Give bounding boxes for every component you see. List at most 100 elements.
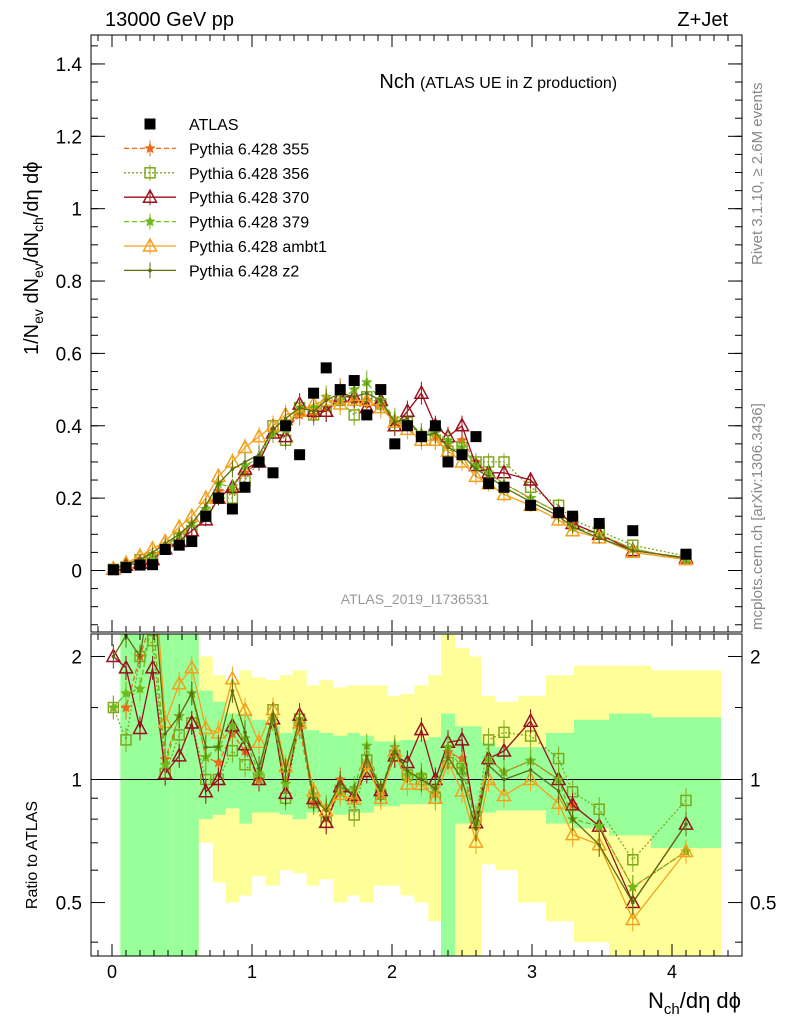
ratio-point [631,900,635,905]
ratio-point [120,701,132,713]
legend-item: Pythia 6.428 379 [124,213,309,232]
main-panel: 0 0.2 0.4 0.6 0.8 1 1.2 1.4 Nch (ATLAS UE in Z … [56,34,743,633]
ratio-point [132,719,148,735]
ratio-point [171,675,187,690]
ratio-point [120,734,132,746]
ratio-point [226,719,239,731]
ratio-point [163,732,167,736]
ratio-point [399,775,416,790]
ratio-y-tick-label: 2 [71,647,82,668]
ratio-point [433,786,438,791]
ratio-point [107,610,120,622]
ratio-point [373,789,389,804]
ratio-point [120,610,133,622]
ratio-point [297,717,302,721]
data-point [454,453,470,468]
ratio-point [157,764,173,780]
legend-marker [148,268,152,273]
data-point [401,420,413,432]
main-ylabel: 1/Nev dNev/dNch/dη dϕ [21,162,46,355]
ratio-point [257,766,261,770]
data-point [393,420,397,424]
ratio-point [593,820,605,831]
data-point [239,481,251,493]
ratio-point [243,730,247,735]
ratio-point [332,785,348,801]
legend-label: Pythia 6.428 356 [189,166,309,183]
ratio-point [147,611,158,622]
x-axis-label: Nch/dη dϕ [648,988,741,1018]
ratio-point [279,778,292,789]
ratio-green-band [609,713,651,836]
ratio-point [120,687,132,699]
ratio-point [318,813,334,829]
data-point [593,517,605,529]
ratio-y-tick-label-right: 1 [750,771,761,792]
ratio-point [468,833,484,848]
beam-label: 13000 GeV pp [105,9,234,31]
data-point [454,417,470,432]
data-point [251,428,267,443]
chart-title: Nch [379,71,415,93]
series-atlas [107,362,692,576]
data-point [212,492,224,504]
data-point [280,420,292,432]
ratio-point [678,842,694,858]
y-tick-label: 0 [71,561,82,582]
ratio-point [528,768,533,772]
ratio-point [324,808,329,813]
legend-marker [144,142,156,154]
ratio-point [474,827,478,831]
data-point [184,522,200,537]
legend-label: Pythia 6.428 379 [189,215,309,232]
ratio-point [190,691,194,696]
ratio-point [184,659,200,674]
ratio-point [134,682,146,694]
ratio-point [365,754,369,759]
data-point [324,398,329,403]
ratio-point [597,842,601,847]
ratio-point [427,789,444,804]
ratio-point [550,794,567,809]
legend-marker [144,215,156,227]
ratio-point [171,747,187,762]
data-point [474,467,478,471]
ratio-green-band [518,747,546,811]
data-point [107,564,119,576]
data-point [486,474,491,479]
data-point [415,431,427,443]
data-point [442,456,454,468]
data-point [257,452,261,457]
ratio-point [502,777,506,782]
ratio-point [556,789,561,793]
x-tick-label: 2 [387,962,397,982]
data-point [294,449,306,461]
ratio-point [230,689,235,693]
y-tick-label: 0.8 [56,272,82,293]
data-point [253,456,265,468]
data-point [237,438,253,454]
data-point [216,481,221,486]
ratio-point [277,784,294,800]
data-point [332,395,348,410]
legend-marker [144,118,156,130]
data-point [468,467,484,483]
data-point [277,428,294,443]
data-point [564,522,581,537]
svg-text:1/Nev dNev/dNch/dη dϕ: 1/Nev dNev/dNch/dη dϕ [21,162,46,355]
y-tick-label: 0.4 [56,417,83,438]
data-point [271,427,275,432]
data-point [597,536,601,540]
legend-item: Pythia 6.428 z2 [124,262,299,280]
ratio-point [552,773,565,785]
ratio-point [379,788,383,793]
data-point [680,548,692,560]
ratio-green-band [159,634,173,956]
legend-marker [144,167,156,179]
data-point [267,467,279,479]
legend-label: ATLAS [189,117,239,134]
y-tick-label: 1.4 [56,55,83,76]
ratio-green-band [266,726,280,813]
series-line [113,381,687,571]
data-point [361,409,373,421]
